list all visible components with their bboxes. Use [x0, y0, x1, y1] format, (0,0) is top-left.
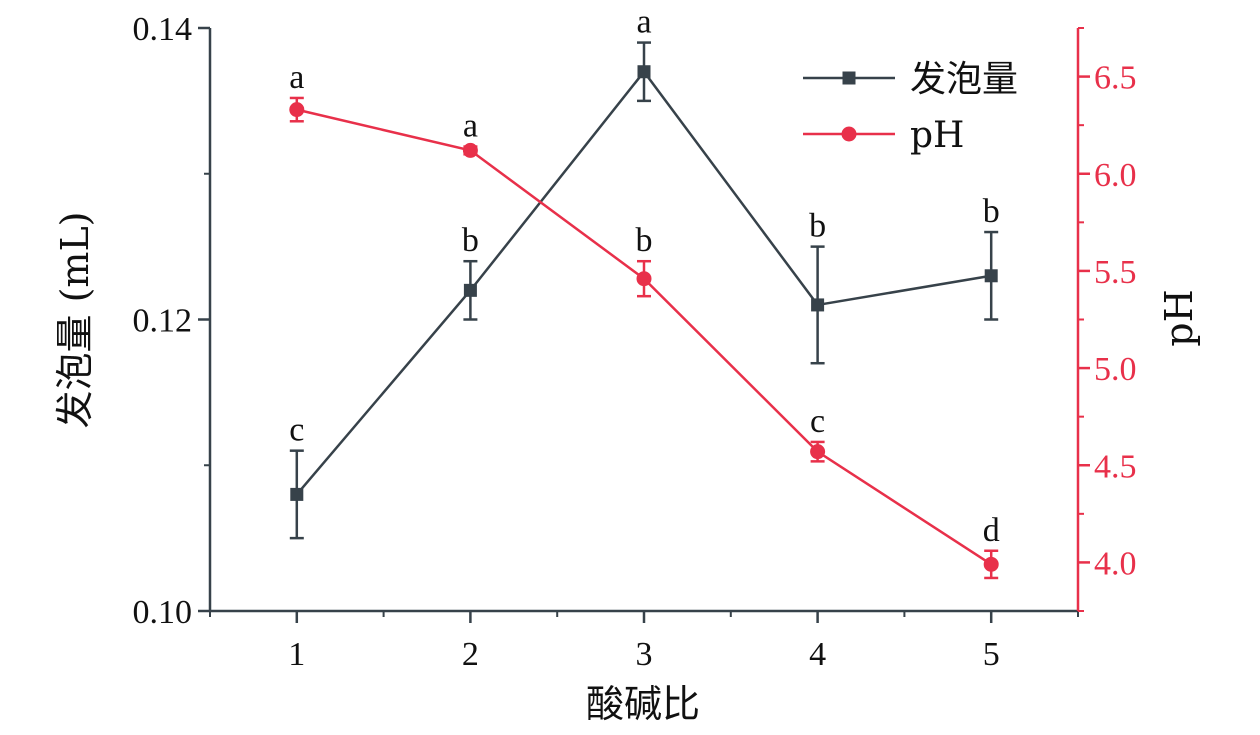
x-tick-label: 5 — [983, 636, 1000, 673]
x-tick-label: 2 — [462, 636, 479, 673]
y-left-tick-label: 0.10 — [133, 594, 193, 631]
x-tick-label: 3 — [636, 636, 653, 673]
y-right-tick-label: 4.0 — [1094, 545, 1137, 582]
significance-label: c — [289, 412, 304, 449]
significance-label: a — [636, 4, 651, 41]
y-left-tick-label: 0.12 — [133, 303, 193, 340]
labels-layer: c b a b b a a b c d — [289, 4, 999, 549]
data-point — [810, 444, 826, 460]
x-tick-label: 4 — [809, 636, 826, 673]
legend-marker — [842, 71, 856, 85]
significance-label: b — [983, 193, 1000, 230]
y-right-tick-label: 5.0 — [1094, 351, 1137, 388]
x-tick-label: 1 — [288, 636, 305, 673]
series-layer — [289, 41, 999, 580]
data-point — [290, 487, 304, 501]
axes: 1 2 3 4 5 0.10 0.12 0.14 4.0 4.5 5.0 5.5 6.0 6.5 — [133, 11, 1137, 673]
data-point — [463, 283, 477, 297]
legend: 发泡量 pH — [803, 59, 1018, 156]
data-point — [984, 269, 998, 283]
y-right-tick-label: 6.5 — [1094, 60, 1137, 97]
legend-marker — [841, 126, 857, 142]
series-line-2 — [296, 108, 992, 566]
x-axis-title: 酸碱比 — [586, 682, 700, 726]
significance-label: b — [462, 222, 479, 259]
significance-label: c — [810, 403, 825, 440]
y-right-tick-label: 6.0 — [1094, 157, 1137, 194]
y-right-tick-label: 5.5 — [1094, 254, 1137, 291]
significance-label: a — [289, 59, 304, 96]
y-left-axis-title: 发泡量 (mL) — [53, 212, 97, 429]
data-point — [462, 142, 478, 158]
data-point — [811, 298, 825, 312]
data-point — [637, 65, 651, 79]
data-point — [636, 271, 652, 287]
significance-label: b — [809, 208, 826, 245]
data-point — [983, 556, 999, 572]
data-point — [289, 102, 305, 118]
legend-label: pH — [910, 115, 964, 156]
y-right-tick-label: 4.5 — [1094, 448, 1137, 485]
significance-label: b — [636, 222, 653, 259]
significance-label: a — [463, 108, 478, 145]
y-right-axis-title: pH — [1157, 289, 1201, 346]
y-left-tick-label: 0.14 — [133, 11, 193, 48]
significance-label: d — [983, 512, 1000, 549]
legend-label: 发泡量 — [910, 59, 1018, 100]
